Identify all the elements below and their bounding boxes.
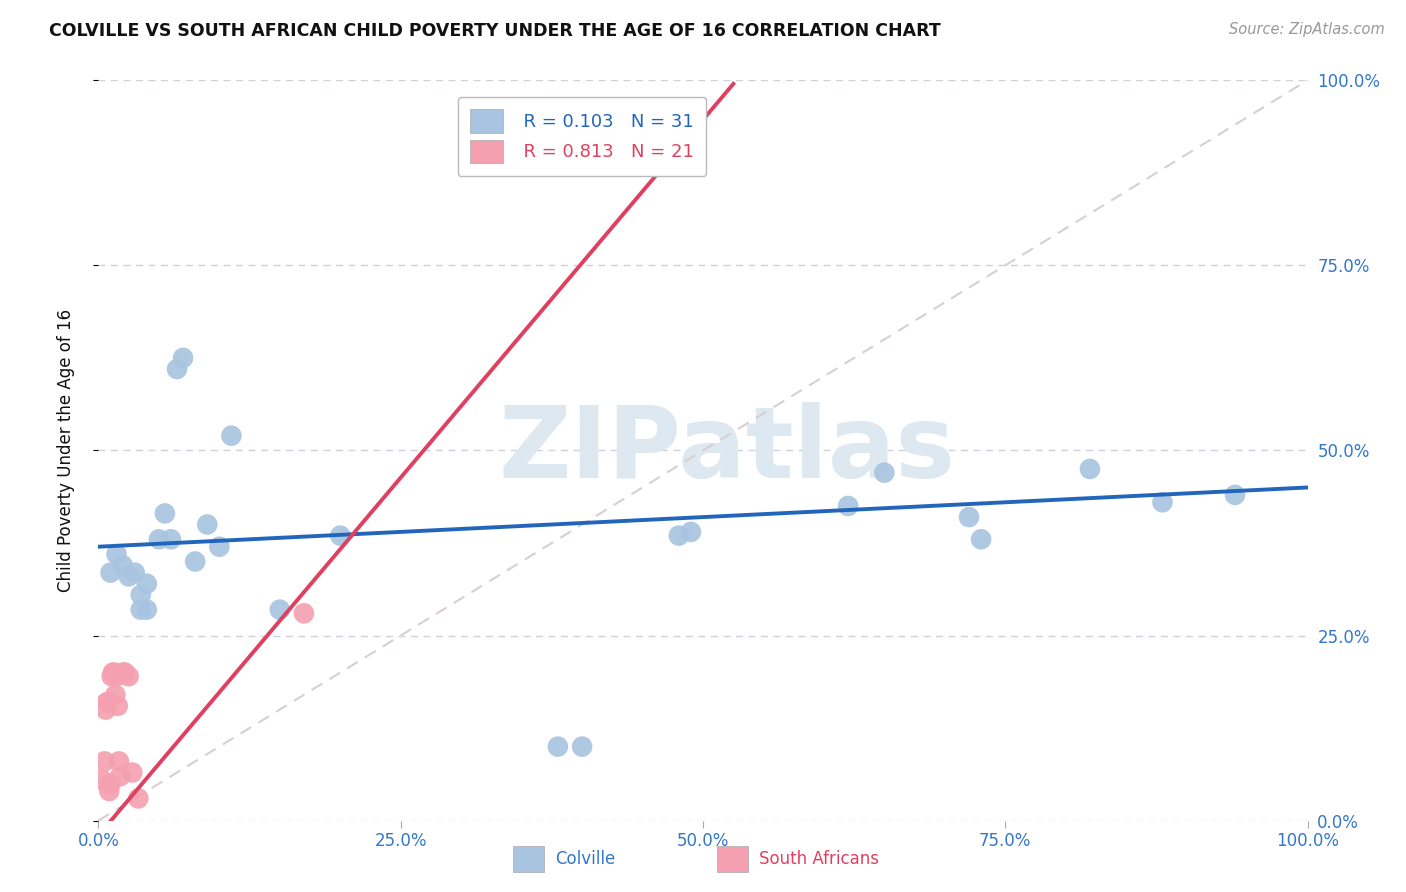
Point (114, 665, 136, 680)
Point (129, 602, 152, 616)
Point (105, 547, 128, 561)
Point (873, 466, 896, 480)
Point (103, 665, 125, 680)
Point (668, 528, 690, 542)
Point (94, 703, 117, 717)
Point (118, 669, 141, 683)
Text: ZIPatlas: ZIPatlas (499, 402, 956, 499)
Point (1152, 495, 1174, 509)
Point (129, 588, 152, 602)
Point (127, 791, 149, 805)
Text: South Africans: South Africans (759, 850, 879, 868)
Point (148, 533, 170, 547)
Point (97, 695, 120, 709)
Point (166, 362, 188, 376)
Point (153, 507, 176, 521)
Point (679, 524, 702, 539)
Point (108, 769, 131, 783)
Y-axis label: Child Poverty Under the Age of 16: Child Poverty Under the Age of 16 (56, 309, 75, 592)
Point (101, 665, 124, 680)
Point (108, 755, 131, 769)
Point (105, 669, 128, 683)
Point (195, 517, 218, 532)
Point (1223, 488, 1246, 502)
Point (111, 665, 134, 680)
Point (837, 499, 859, 513)
Point (184, 555, 207, 569)
Point (135, 602, 157, 616)
Point (100, 776, 122, 791)
Point (100, 566, 122, 580)
Point (135, 576, 157, 591)
Point (160, 533, 183, 547)
Point (93, 755, 115, 769)
Point (221, 428, 243, 442)
Point (124, 566, 146, 580)
Legend:   R = 0.103   N = 31,   R = 0.813   N = 21: R = 0.103 N = 31, R = 0.813 N = 21 (458, 96, 706, 176)
Point (111, 558, 134, 573)
Point (269, 602, 291, 616)
Point (329, 528, 352, 542)
Point (121, 765, 143, 780)
Point (91, 772, 114, 787)
Point (100, 669, 122, 683)
Point (96, 695, 118, 709)
Point (172, 351, 194, 365)
Text: Colville: Colville (555, 850, 616, 868)
Point (118, 569, 141, 583)
Text: COLVILLE VS SOUTH AFRICAN CHILD POVERTY UNDER THE AGE OF 16 CORRELATION CHART: COLVILLE VS SOUTH AFRICAN CHILD POVERTY … (49, 22, 941, 40)
Point (104, 688, 127, 702)
Point (107, 698, 129, 713)
Point (1078, 462, 1101, 476)
Point (547, 739, 569, 754)
Point (292, 607, 315, 621)
Point (957, 510, 980, 524)
Point (98, 784, 121, 798)
Point (571, 739, 593, 754)
Text: Source: ZipAtlas.com: Source: ZipAtlas.com (1229, 22, 1385, 37)
Point (970, 533, 993, 547)
Point (208, 540, 231, 554)
